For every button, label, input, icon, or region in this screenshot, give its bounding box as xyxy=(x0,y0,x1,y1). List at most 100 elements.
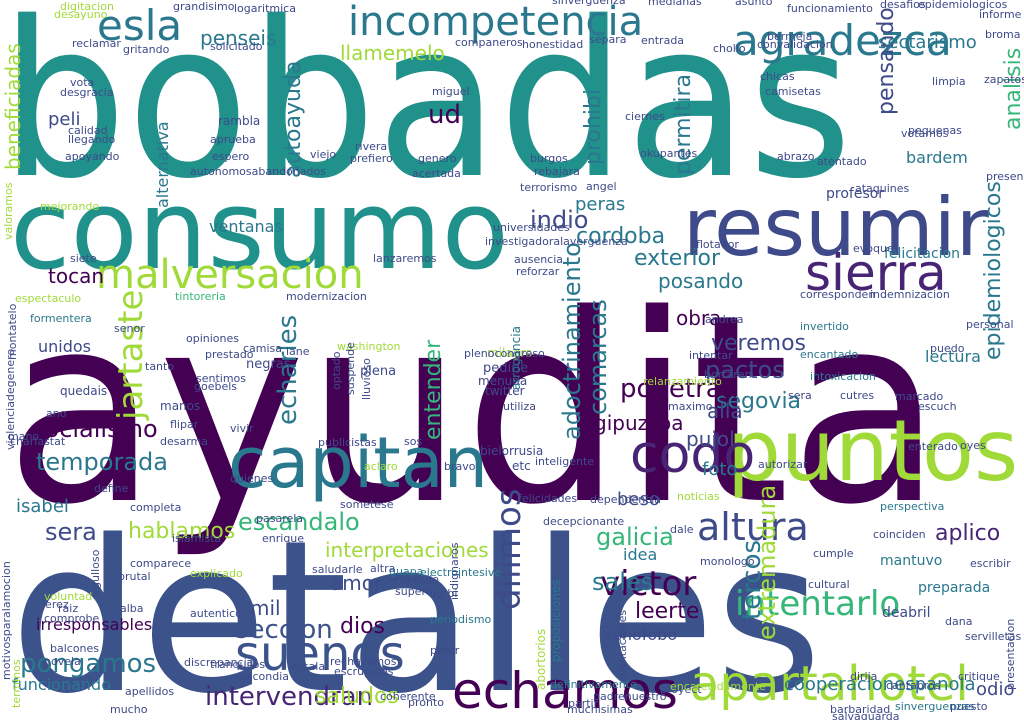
word-dana: dana xyxy=(945,615,972,628)
word-aplico: aplico xyxy=(935,521,1000,546)
word-aprueba: aprueba xyxy=(210,133,256,146)
word-bardem: bardem xyxy=(906,148,968,167)
word-violenciadegenero: violenciadegenero xyxy=(4,349,17,450)
word-rechazamos: rechazamos xyxy=(330,655,397,668)
word-escandalo: escandalo xyxy=(238,508,360,536)
word-prohibi: prohibi xyxy=(581,89,606,165)
word-dios: dios xyxy=(340,614,385,639)
word-twitter: twitter xyxy=(485,384,525,398)
word-adoctrinamiento: adoctrinamiento xyxy=(558,242,586,440)
word-ud: ud xyxy=(428,100,461,130)
word-penseis: penseis xyxy=(200,26,276,50)
word-goebels: goebels xyxy=(194,380,237,393)
word-muchisimas: muchisimas xyxy=(567,703,633,716)
word-valoramos: valoramos xyxy=(2,182,15,240)
word-siete: siete xyxy=(70,252,97,265)
word-maximo: maximo xyxy=(668,400,713,413)
word-llamemelo: llamemelo xyxy=(340,41,445,65)
word-gipuzkoa: gipuzkoa xyxy=(594,411,683,435)
word-detalles: detalles xyxy=(10,496,822,720)
word-segovia: segovia xyxy=(716,389,801,414)
word-idea: idea xyxy=(623,545,657,564)
word-abortorios: abortorios xyxy=(534,629,548,690)
word-perspectiva: perspectiva xyxy=(880,500,944,513)
word-pongamos: pongamos xyxy=(20,649,156,679)
word-salvaguarda: salvaguarda xyxy=(832,710,900,720)
word-gritando: gritando xyxy=(123,43,170,56)
word-comprobe: comprobe xyxy=(44,612,99,625)
word-interpretaciones: interpretaciones xyxy=(325,538,489,562)
word-amor: amor xyxy=(330,571,383,595)
word-convalidacion: convalidacion xyxy=(757,38,833,51)
word-solicitado: solicitado xyxy=(210,40,263,53)
word-okupantes: okupantes xyxy=(640,147,698,160)
word-beneficiadas: beneficiadas xyxy=(1,43,25,170)
word-escala: escala xyxy=(290,660,325,673)
word-extremadura: extremadura xyxy=(753,485,781,640)
word-modernizacion: modernizacion xyxy=(286,290,367,303)
word-apoyando: apoyando xyxy=(65,150,120,163)
word-genero: genero xyxy=(418,152,457,165)
word-autorizar: autorizar xyxy=(758,458,808,471)
word-zapatos: zapatos xyxy=(984,73,1024,86)
word-mucho: mucho xyxy=(110,703,148,716)
word-mantuvo: mantuvo xyxy=(880,553,942,569)
word-mano: mano xyxy=(8,430,39,443)
word-indignaros: indignaros xyxy=(448,542,461,600)
word-evoque: evoque xyxy=(853,242,894,255)
word-ayudita: ayudita xyxy=(5,259,942,562)
word-supera: supera xyxy=(395,585,433,598)
word-separa: separa xyxy=(589,33,627,46)
word-define: define xyxy=(94,482,129,495)
word-malversacion: malversacion xyxy=(96,252,364,298)
word-cutres: cutres xyxy=(840,389,874,402)
word-consumo: consumo xyxy=(10,166,509,294)
word-foto: foto xyxy=(702,459,737,480)
word-vota: vota xyxy=(70,76,94,89)
word-enterado: enterado xyxy=(908,440,958,453)
word-apartahotel: apartahotel xyxy=(690,656,969,712)
word-capitan: capitan xyxy=(228,422,488,504)
word-completa: completa xyxy=(130,501,181,514)
word-apellidos: apellidos xyxy=(125,685,174,698)
word-chollo: chollo xyxy=(713,42,746,55)
word-repasado: repasado xyxy=(388,573,439,586)
word-universidades: universidades xyxy=(493,221,570,234)
word-bravo: bravo xyxy=(444,460,476,473)
word-alba: alba xyxy=(120,602,144,615)
word-bielorrusia: bielorrusia xyxy=(480,444,543,458)
word-menuda: menuda xyxy=(478,374,527,388)
word-entrada: entrada xyxy=(641,34,684,47)
word-logaritmica: logaritmica xyxy=(234,2,296,15)
word-noticias: noticias xyxy=(677,490,720,503)
word-encantado: encantado xyxy=(800,348,859,361)
word-rebajara: rebajara xyxy=(534,165,580,178)
word-informe: informe xyxy=(979,8,1022,21)
word-xenofobo: xenofobo xyxy=(603,625,677,644)
word-terrorismo: terrorismo xyxy=(520,181,577,194)
word-pronto: pronto xyxy=(408,696,444,709)
word-asunto: asunto xyxy=(735,0,773,8)
word-jartaste: jartaste xyxy=(111,290,151,421)
word-bobadas: bobadas xyxy=(0,0,852,226)
word-angel: angel xyxy=(586,180,617,193)
word-discrepancia: discrepancia xyxy=(184,656,253,669)
word-desayuno: desayuno xyxy=(54,8,108,21)
word-chicas: chicas xyxy=(760,70,795,83)
word-victor: victor xyxy=(600,564,696,604)
word-pequenas: pequenas xyxy=(908,124,962,137)
word-ciernes: ciernes xyxy=(625,110,665,123)
word-relanzamiento: relanzamiento xyxy=(643,375,722,388)
word-escuch: escuch xyxy=(918,400,957,413)
word-dirija: dirija xyxy=(850,670,877,683)
word-charlastat: charlastat xyxy=(10,435,66,448)
word-unidos: unidos xyxy=(38,337,91,356)
word-padrenuestro: padrenuestro xyxy=(593,690,667,703)
word-agradezca: agradezca xyxy=(733,16,952,65)
word-quedais: quedais xyxy=(60,384,107,398)
word-dependencia: dependencia xyxy=(590,493,661,506)
word-codo: codo xyxy=(630,425,755,485)
word-funcionando: funcionando xyxy=(12,675,111,694)
word-reclamar: reclamar xyxy=(72,37,121,50)
word-felicidades: felicidades xyxy=(518,492,577,505)
